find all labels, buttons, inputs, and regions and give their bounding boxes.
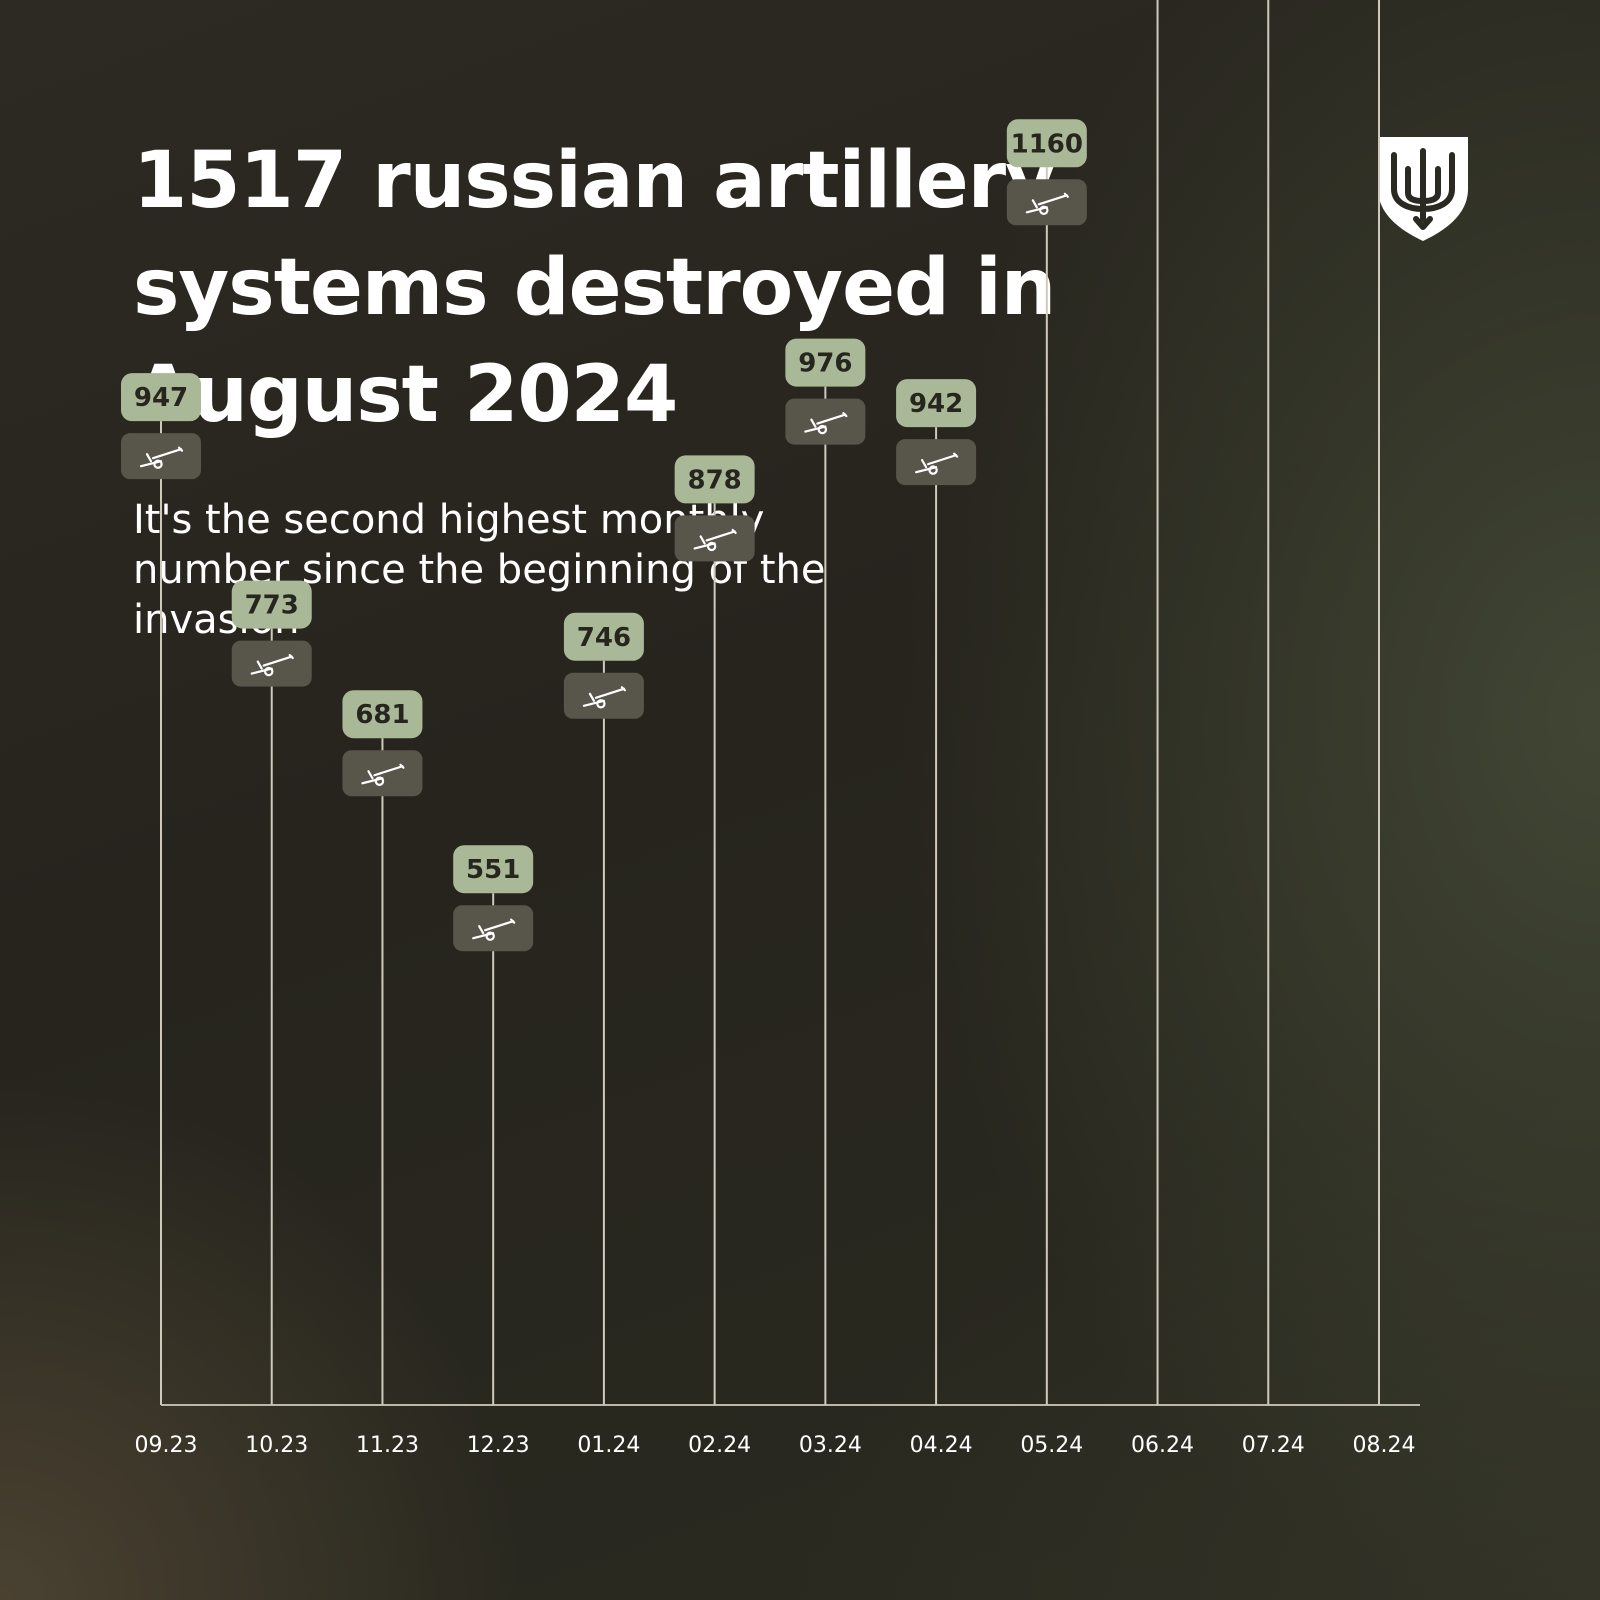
data-point-11.23: 681 11.23 [342, 690, 423, 1458]
data-point-01.24: 746 01.24 [563, 612, 644, 1458]
tick-label-05.24: 05.24 [1020, 1433, 1083, 1458]
data-point-06.24: 141506.24 [1131, 0, 1194, 1458]
data-label-01.24: 746 [577, 623, 631, 653]
value-badge-05.24 [1006, 119, 1087, 168]
tick-label-03.24: 03.24 [799, 1433, 862, 1458]
tick-label-08.24: 08.24 [1353, 1433, 1416, 1458]
data-point-08.24: 151708.24 [1353, 0, 1416, 1458]
value-badge-10.23 [231, 580, 312, 629]
value-badge-04.24 [896, 379, 977, 428]
data-point-09.23: 947 09.23 [121, 373, 201, 1458]
data-label-12.23: 551 [466, 855, 520, 885]
data-point-07.24: 152007.24 [1242, 0, 1305, 1458]
page-title: 1517 russian artillery systems destroyed… [133, 136, 1056, 440]
artillery-cannon-icon [804, 412, 848, 435]
artillery-cannon-icon [361, 763, 405, 786]
value-badge-09.23 [121, 373, 201, 422]
value-badge-11.23 [342, 690, 423, 739]
data-label-02.24: 878 [687, 465, 741, 495]
data-label-05.24: 1160 [1011, 129, 1083, 159]
value-badge-12.23 [453, 845, 534, 894]
tick-label-12.23: 12.23 [467, 1433, 530, 1458]
tick-label-10.23: 10.23 [245, 1433, 308, 1458]
data-point-02.24: 878 02.24 [674, 455, 755, 1458]
artillery-cannon-icon [693, 528, 737, 552]
data-point-10.23: 773 10.23 [231, 580, 312, 1458]
tick-label-06.24: 06.24 [1131, 1433, 1194, 1458]
data-point-12.23: 551 12.23 [453, 845, 534, 1458]
artillery-cannon-icon [472, 918, 516, 941]
data-label-04.24: 942 [909, 389, 963, 419]
tick-label-01.24: 01.24 [577, 1433, 640, 1458]
data-label-09.23: 947 [134, 383, 188, 413]
data-label-10.23: 773 [245, 591, 299, 621]
artillery-cannon-icon [250, 653, 294, 677]
data-point-05.24: 1160 05.24 [1006, 119, 1087, 1458]
tick-label-04.24: 04.24 [910, 1433, 973, 1458]
tick-label-09.23: 09.23 [135, 1433, 198, 1458]
trident-shield-icon [1378, 137, 1468, 241]
value-badge-03.24 [785, 338, 866, 387]
artillery-cannon-icon [914, 452, 959, 475]
value-badge-02.24 [674, 455, 755, 504]
data-point-04.24: 942 04.24 [896, 379, 977, 1458]
value-badge-01.24 [563, 612, 644, 661]
tick-label-07.24: 07.24 [1242, 1433, 1305, 1458]
artillery-cannon-icon [1025, 192, 1069, 215]
tick-label-11.23: 11.23 [356, 1433, 419, 1458]
data-label-11.23: 681 [355, 700, 409, 730]
artillery-cannon-icon [582, 686, 627, 709]
tick-label-02.24: 02.24 [688, 1433, 751, 1458]
data-label-03.24: 976 [798, 349, 852, 379]
data-point-03.24: 976 03.24 [785, 338, 866, 1458]
artillery-cannon-icon [139, 446, 184, 469]
